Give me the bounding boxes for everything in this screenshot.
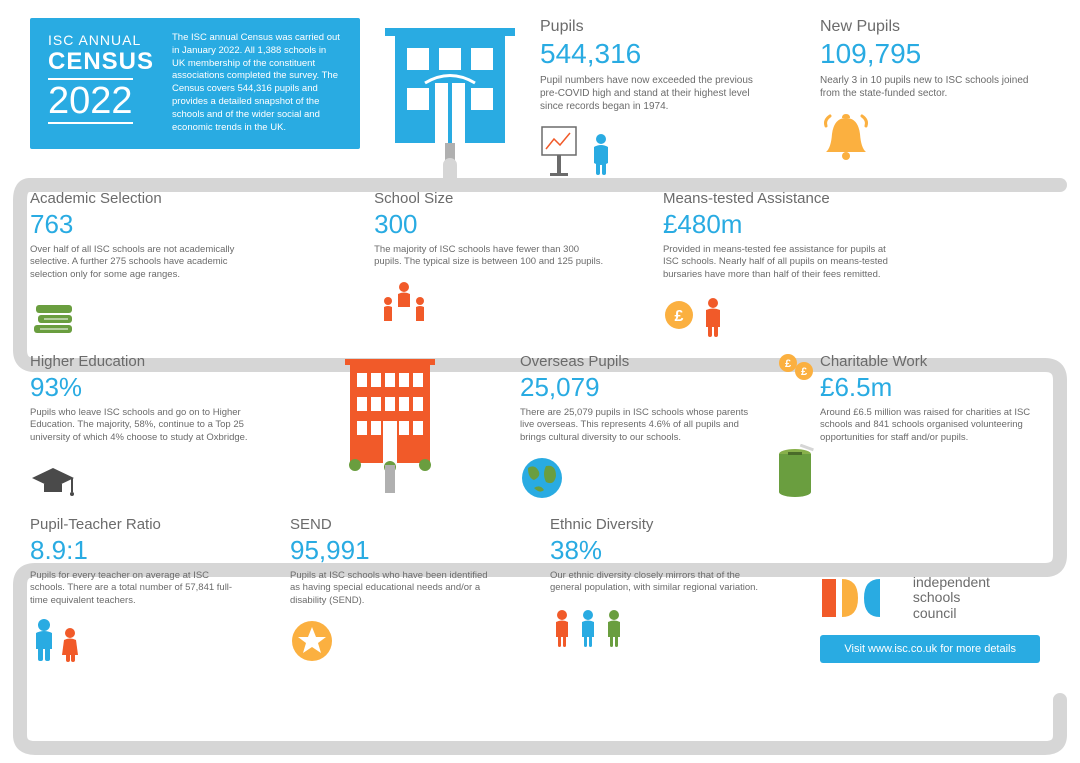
collection-tin-icon [770,444,820,500]
ethnic-value: 38% [550,535,760,566]
higher-value: 93% [30,372,260,403]
coins-icon: £ £ [776,353,816,383]
overseas-value: 25,079 [520,372,750,403]
ratio-card: Pupil-Teacher Ratio 8.9:1 Pupils for eve… [30,516,240,663]
academic-card: Academic Selection 763 Over half of all … [30,190,334,337]
pound-person-icon: £ [663,293,733,337]
family-icon [374,281,434,325]
schoolsize-card: School Size 300 The majority of ISC scho… [374,190,623,337]
overseas-title: Overseas Pupils [520,353,750,370]
academic-desc: Over half of all ISC schools are not aca… [30,244,260,281]
schoolsize-desc: The majority of ISC schools have fewer t… [374,244,604,269]
ethnic-card: Ethnic Diversity 38% Our ethnic diversit… [550,516,760,663]
svg-text:£: £ [801,366,807,378]
academic-value: 763 [30,209,334,240]
charitable-card: £ £ Charitable Work £6.5m Around £6.5 mi… [820,353,1050,500]
means-card: Means-tested Assistance £480m Provided i… [663,190,1050,337]
send-title: SEND [290,516,500,533]
higher-card: Higher Education 93% Pupils who leave IS… [30,353,260,500]
schoolsize-title: School Size [374,190,623,207]
higher-desc: Pupils who leave ISC schools and go on t… [30,407,260,444]
overseas-desc: There are 25,079 pupils in ISC schools w… [520,407,750,444]
ratio-title: Pupil-Teacher Ratio [30,516,240,533]
schoolsize-value: 300 [374,209,623,240]
diverse-people-icon [550,607,630,651]
charitable-value: £6.5m [820,372,1050,403]
send-desc: Pupils at ISC schools who have been iden… [290,570,500,607]
send-card: SEND 95,991 Pupils at ISC schools who ha… [290,516,500,663]
means-title: Means-tested Assistance [663,190,1050,207]
means-value: £480m [663,209,1050,240]
charitable-desc: Around £6.5 million was raised for chari… [820,407,1050,444]
ratio-value: 8.9:1 [30,535,240,566]
globe-icon [520,456,564,500]
academic-title: Academic Selection [30,190,334,207]
higher-title: Higher Education [30,353,260,370]
books-icon [30,297,76,337]
ethnic-title: Ethnic Diversity [550,516,760,533]
charitable-title: Charitable Work [820,353,1050,370]
means-desc: Provided in means-tested fee assistance … [663,244,893,281]
send-value: 95,991 [290,535,500,566]
graduation-cap-icon [30,464,76,500]
ethnic-desc: Our ethnic diversity closely mirrors tha… [550,570,760,595]
overseas-card: Overseas Pupils 25,079 There are 25,079 … [520,353,750,500]
red-building-icon [330,353,450,500]
svg-text:£: £ [785,358,791,370]
teacher-pupil-icon [30,617,90,663]
svg-text:£: £ [675,308,684,325]
star-badge-icon [290,619,334,663]
ratio-desc: Pupils for every teacher on average at I… [30,570,240,607]
